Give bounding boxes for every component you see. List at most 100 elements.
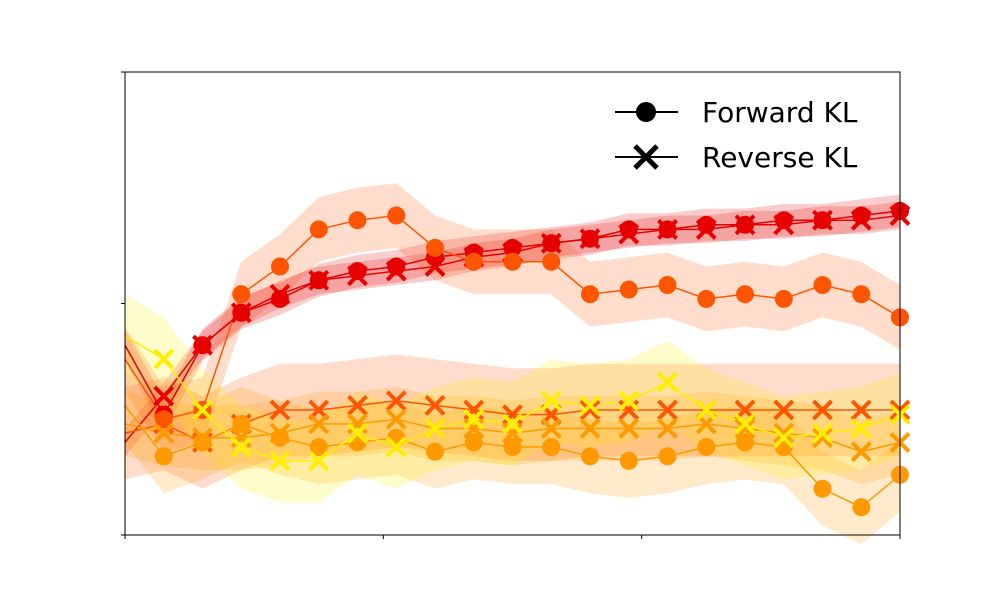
marker-series-6-point-4 — [269, 450, 291, 472]
marker-series-2-point-15 — [697, 289, 716, 308]
marker-series-0-point-19 — [852, 206, 871, 225]
marker-series-5-point-12 — [579, 418, 601, 439]
marker-series-4-point-10 — [503, 438, 522, 456]
marker-series-6-point-17 — [773, 427, 795, 449]
marker-series-1-point-13 — [618, 223, 640, 245]
marker-series-3-point-7 — [385, 390, 407, 412]
marker-series-3-point-17 — [773, 399, 795, 421]
marker-series-1-point-5 — [308, 269, 330, 291]
marker-series-4-point-1 — [154, 447, 173, 466]
marker-series-4-point-6 — [348, 433, 367, 452]
marker-series-4-point-8 — [426, 442, 444, 461]
marker-series-1-point-12 — [579, 228, 601, 250]
band-series-2 — [125, 183, 900, 452]
marker-series-2-point-18 — [813, 276, 832, 294]
marker-series-1-point-8 — [424, 256, 446, 277]
marker-series-4-point-2 — [193, 433, 212, 452]
marker-series-3-point-12 — [579, 399, 601, 421]
marker-series-6-point-2 — [192, 399, 213, 421]
marker-series-4-point-11 — [542, 438, 561, 456]
marker-series-6-point-6 — [347, 422, 368, 444]
marker-series-2-point-13 — [619, 280, 638, 299]
marker-series-3-point-18 — [812, 399, 833, 421]
marker-series-1-point-18 — [812, 209, 833, 231]
marker-series-2-point-14 — [658, 276, 677, 294]
marker-series-0-point-17 — [774, 211, 793, 230]
marker-series-6-point-11 — [540, 390, 562, 412]
marker-series-1-point-3 — [230, 302, 252, 324]
marker-series-5-point-4 — [269, 422, 291, 444]
marker-series-2-point-17 — [774, 289, 793, 308]
marker-series-5-point-2 — [192, 427, 213, 449]
marker-series-1-point-1 — [153, 385, 175, 407]
marker-series-4-point-19 — [852, 498, 871, 517]
marker-series-4-point-15 — [697, 438, 716, 456]
marker-series-6-point-3 — [230, 436, 252, 458]
marker-series-2-point-1 — [154, 410, 173, 429]
marker-series-1-point-17 — [773, 214, 795, 236]
marker-series-3-point-14 — [657, 399, 678, 421]
marker-series-0-point-13 — [619, 220, 638, 239]
marker-series-0-point-7 — [387, 257, 406, 276]
marker-series-2-point-11 — [542, 252, 561, 271]
marker-series-6-point-18 — [812, 422, 833, 444]
marker-series-1-point-4 — [269, 283, 291, 305]
marker-series-5-point-17 — [773, 422, 795, 444]
marker-series-5-point-1 — [153, 422, 175, 444]
marker-series-5-point-14 — [657, 418, 678, 439]
marker-series-6-point-16 — [734, 413, 756, 435]
marker-series-1-point-14 — [657, 219, 678, 240]
marker-series-6-point-7 — [385, 436, 407, 458]
marker-series-0-point-6 — [348, 262, 367, 281]
marker-series-0-point-10 — [503, 238, 522, 257]
marker-series-5-point-5 — [308, 413, 330, 435]
marker-series-1-point-2 — [192, 334, 213, 356]
marker-series-3-point-4 — [269, 399, 291, 421]
marker-series-6-point-14 — [657, 371, 678, 393]
marker-series-4-point-14 — [658, 447, 677, 466]
marker-series-5-point-16 — [734, 418, 756, 439]
marker-series-6-point-5 — [308, 450, 330, 472]
marker-series-2-point-4 — [271, 257, 289, 276]
marker-series-3-point-6 — [347, 394, 368, 416]
marker-series-2-point-10 — [503, 252, 522, 271]
marker-series-3-point-8 — [424, 394, 446, 416]
marker-series-4-point-3 — [232, 414, 251, 433]
marker-series-1-point-19 — [850, 209, 872, 231]
marker-series-2-point-8 — [426, 238, 444, 257]
marker-series-6-point-13 — [618, 390, 640, 412]
series-markers — [153, 201, 911, 517]
marker-series-6-point-19 — [850, 418, 872, 439]
marker-series-6-point-1 — [153, 348, 175, 370]
marker-series-0-point-4 — [271, 289, 289, 308]
marker-series-2-point-5 — [309, 220, 328, 239]
marker-series-1-point-11 — [540, 232, 562, 254]
marker-series-6-point-8 — [424, 418, 446, 439]
marker-series-5-point-13 — [618, 418, 640, 439]
marker-series-2-point-3 — [232, 285, 251, 304]
marker-series-2-point-9 — [464, 252, 483, 271]
marker-series-4-point-18 — [813, 479, 832, 498]
marker-series-6-point-15 — [695, 399, 717, 421]
marker-series-4-point-7 — [387, 428, 406, 447]
marker-series-2-point-6 — [348, 211, 367, 230]
marker-series-4-point-5 — [309, 438, 328, 456]
marker-series-5-point-18 — [812, 427, 833, 449]
marker-series-2-point-12 — [581, 285, 599, 304]
legend-label-reverse: Reverse KL — [702, 141, 858, 174]
marker-series-1-point-6 — [347, 265, 368, 287]
marker-series-5-point-11 — [540, 418, 562, 439]
marker-series-4-point-13 — [619, 451, 638, 470]
marker-series-4-point-4 — [271, 428, 289, 447]
marker-series-5-point-7 — [385, 408, 407, 430]
marker-series-4-point-12 — [581, 447, 599, 466]
legend-label-forward: Forward KL — [702, 96, 858, 129]
marker-series-6-point-12 — [579, 394, 601, 416]
marker-series-2-point-16 — [736, 285, 754, 304]
marker-series-6-point-10 — [502, 413, 523, 435]
marker-series-1-point-16 — [734, 214, 756, 236]
marker-series-4-point-9 — [464, 433, 483, 452]
legend-marker-reverse-icon — [633, 144, 659, 170]
marker-series-2-point-7 — [387, 206, 406, 225]
